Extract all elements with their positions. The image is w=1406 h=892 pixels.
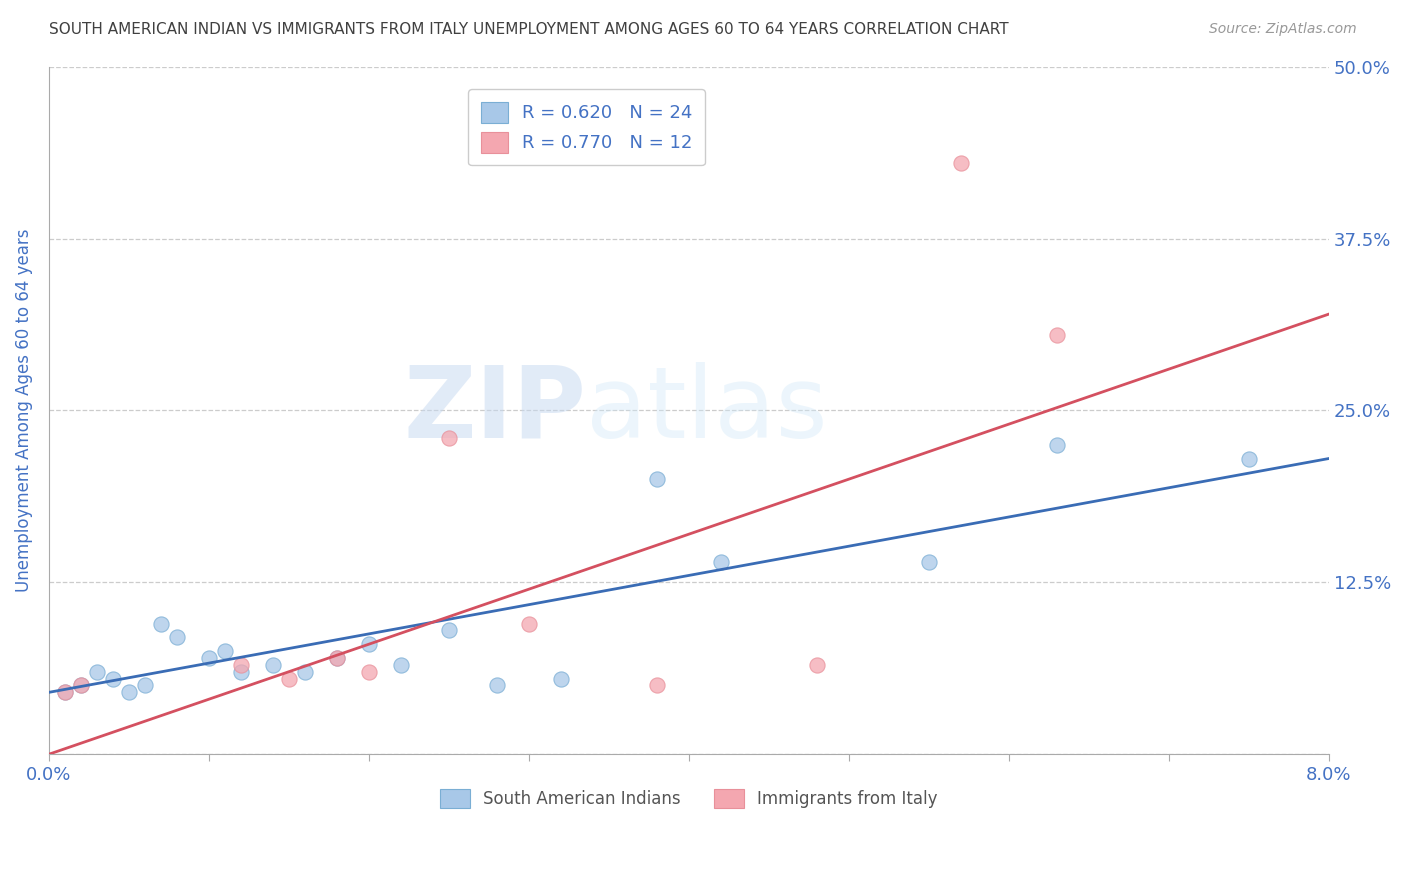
Point xyxy=(437,431,460,445)
Point xyxy=(357,665,380,679)
Point xyxy=(485,678,508,692)
Text: ZIP: ZIP xyxy=(404,362,586,458)
Point xyxy=(149,616,172,631)
Point xyxy=(645,678,668,692)
Point xyxy=(86,665,108,679)
Point xyxy=(101,672,124,686)
Point xyxy=(214,644,236,658)
Text: atlas: atlas xyxy=(586,362,828,458)
Point xyxy=(517,616,540,631)
Text: SOUTH AMERICAN INDIAN VS IMMIGRANTS FROM ITALY UNEMPLOYMENT AMONG AGES 60 TO 64 : SOUTH AMERICAN INDIAN VS IMMIGRANTS FROM… xyxy=(49,22,1010,37)
Point xyxy=(229,657,252,672)
Point xyxy=(53,685,76,699)
Point xyxy=(710,555,733,569)
Text: Source: ZipAtlas.com: Source: ZipAtlas.com xyxy=(1209,22,1357,37)
Point xyxy=(550,672,572,686)
Point xyxy=(198,651,221,665)
Point xyxy=(1237,451,1260,466)
Point xyxy=(294,665,316,679)
Point xyxy=(326,651,349,665)
Point xyxy=(357,637,380,651)
Point xyxy=(389,657,412,672)
Point xyxy=(166,630,188,644)
Point xyxy=(262,657,284,672)
Legend: South American Indians, Immigrants from Italy: South American Indians, Immigrants from … xyxy=(433,782,945,814)
Point xyxy=(229,665,252,679)
Point xyxy=(918,555,941,569)
Y-axis label: Unemployment Among Ages 60 to 64 years: Unemployment Among Ages 60 to 64 years xyxy=(15,228,32,592)
Point xyxy=(326,651,349,665)
Point xyxy=(1046,327,1069,342)
Point xyxy=(645,472,668,486)
Point xyxy=(118,685,141,699)
Point xyxy=(949,156,972,170)
Point xyxy=(134,678,156,692)
Point xyxy=(1046,438,1069,452)
Point xyxy=(278,672,301,686)
Point xyxy=(437,624,460,638)
Point xyxy=(53,685,76,699)
Point xyxy=(70,678,93,692)
Point xyxy=(70,678,93,692)
Point xyxy=(806,657,828,672)
